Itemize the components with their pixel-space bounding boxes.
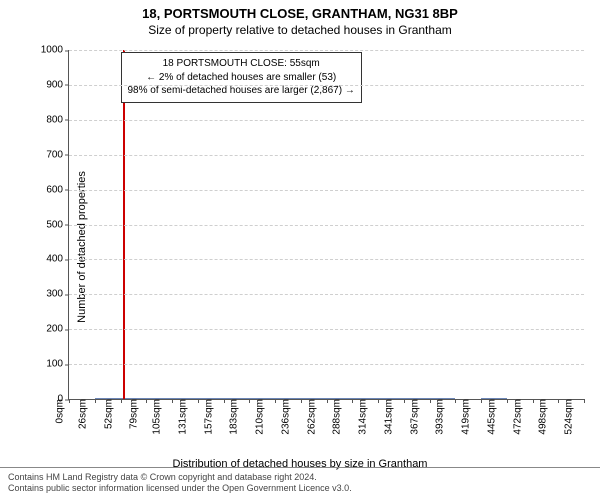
x-tick-label: 236sqm [274, 399, 291, 435]
x-tick-label: 262sqm [300, 399, 317, 435]
page-title: 18, PORTSMOUTH CLOSE, GRANTHAM, NG31 8BP [0, 6, 600, 21]
gridline [69, 120, 584, 121]
y-tick-label: 100 [46, 359, 69, 370]
x-tick-label: 393sqm [429, 399, 446, 435]
y-tick-label: 200 [46, 324, 69, 335]
x-tick-label: 524sqm [558, 399, 575, 435]
gridline [69, 329, 584, 330]
title-block: 18, PORTSMOUTH CLOSE, GRANTHAM, NG31 8BP… [0, 0, 600, 37]
callout-line-1: 18 PORTSMOUTH CLOSE: 55sqm [128, 57, 355, 71]
x-tick-label: 26sqm [71, 399, 88, 429]
callout-line-2: ← 2% of detached houses are smaller (53) [128, 71, 355, 85]
x-tick-label: 52sqm [97, 399, 114, 429]
gridline [69, 190, 584, 191]
y-tick-label: 600 [46, 184, 69, 195]
x-tick-label: 210sqm [249, 399, 266, 435]
x-tick-label: 288sqm [326, 399, 343, 435]
gridline [69, 85, 584, 86]
x-tick-mark [121, 399, 122, 403]
x-tick-mark [584, 399, 585, 403]
x-tick-label: 131sqm [171, 399, 188, 435]
x-tick-label: 0sqm [48, 399, 65, 423]
x-tick-label: 472sqm [506, 399, 523, 435]
y-tick-label: 800 [46, 114, 69, 125]
x-tick-label: 419sqm [455, 399, 472, 435]
gridline [69, 364, 584, 365]
x-tick-mark [69, 399, 70, 403]
footer-line-1: Contains HM Land Registry data © Crown c… [8, 472, 592, 483]
y-tick-label: 300 [46, 289, 69, 300]
gridline [69, 294, 584, 295]
x-tick-label: 445sqm [480, 399, 497, 435]
x-tick-mark [95, 399, 96, 403]
x-tick-label: 498sqm [532, 399, 549, 435]
x-tick-label: 183sqm [223, 399, 240, 435]
gridline [69, 155, 584, 156]
y-tick-label: 1000 [41, 45, 69, 56]
x-tick-label: 314sqm [352, 399, 369, 435]
page-subtitle: Size of property relative to detached ho… [0, 23, 600, 37]
gridline [69, 259, 584, 260]
x-tick-label: 105sqm [146, 399, 163, 435]
y-tick-label: 500 [46, 219, 69, 230]
plot-region: 18 PORTSMOUTH CLOSE: 55sqm ← 2% of detac… [68, 50, 584, 400]
gridline [69, 50, 584, 51]
y-tick-label: 400 [46, 254, 69, 265]
plot-inner: 18 PORTSMOUTH CLOSE: 55sqm ← 2% of detac… [68, 50, 584, 400]
footer-line-2: Contains public sector information licen… [8, 483, 592, 494]
attribution-footer: Contains HM Land Registry data © Crown c… [0, 467, 600, 500]
gridline [69, 225, 584, 226]
x-tick-label: 341sqm [377, 399, 394, 435]
callout-line-3: 98% of semi-detached houses are larger (… [128, 84, 355, 98]
chart-area: Number of detached properties 18 PORTSMO… [0, 42, 600, 452]
x-tick-label: 157sqm [197, 399, 214, 435]
y-tick-label: 700 [46, 149, 69, 160]
x-tick-label: 79sqm [123, 399, 140, 429]
y-tick-label: 900 [46, 79, 69, 90]
x-tick-label: 367sqm [403, 399, 420, 435]
callout-box: 18 PORTSMOUTH CLOSE: 55sqm ← 2% of detac… [121, 52, 362, 103]
